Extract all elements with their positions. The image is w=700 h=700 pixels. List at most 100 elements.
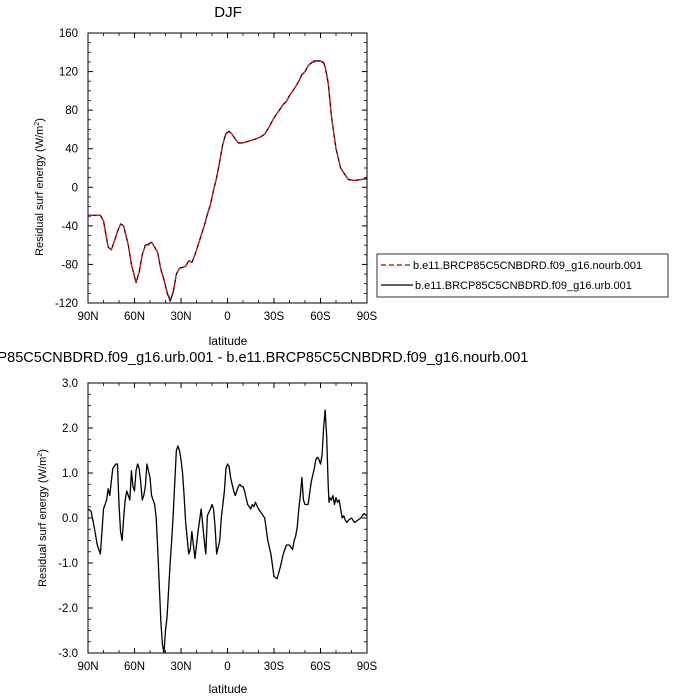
top-point-0: [191, 262, 192, 263]
legend-label-nourb: b.e11.BRCP85C5CNBDRD.f09_g16.nourb.001: [413, 260, 642, 272]
bottom-point-0: [230, 477, 231, 478]
top-point-0: [232, 134, 233, 135]
top-point-0: [103, 220, 104, 221]
top-point-0: [323, 61, 324, 62]
bottom-point-0: [357, 520, 358, 521]
chart-top-plot-area: 90N 60N 30N 0 30S 60S 90S -120 -80 -40 0 40 80 120 160: [55, 28, 378, 323]
bottom-point-0: [244, 490, 245, 491]
top-point-0: [135, 281, 136, 282]
top-point-0: [255, 138, 256, 139]
top-point-0: [120, 223, 121, 224]
bottom-point-0: [258, 508, 259, 509]
bottom-point-0: [126, 490, 127, 491]
bottom-point-0: [191, 531, 192, 532]
x-tick-label: 30S: [264, 311, 285, 323]
bottom-point-0: [236, 490, 237, 491]
y-tick-label: -80: [61, 259, 78, 271]
bottom-point-0: [190, 549, 191, 550]
bottom-point-0: [242, 486, 243, 487]
x-tick-label: 60S: [310, 311, 331, 323]
x-tick-label: 60N: [124, 311, 145, 323]
x-tick-label: 30N: [170, 311, 191, 323]
bottom-point-0: [154, 504, 155, 505]
bottom-point-0: [238, 486, 239, 487]
bottom-point-0: [205, 553, 206, 554]
top-point-0: [207, 214, 208, 215]
top-point-0: [139, 272, 140, 273]
bottom-point-0: [120, 531, 121, 532]
bottom-point-0: [123, 517, 124, 518]
bottom-point-0: [308, 504, 309, 505]
bottom-point-0: [184, 495, 185, 496]
bottom-point-0: [314, 468, 315, 469]
chart-top-frame: [87, 32, 368, 304]
top-point-0: [298, 81, 299, 82]
bottom-point-0: [103, 508, 104, 509]
top-point-0: [264, 134, 265, 135]
top-point-0: [108, 246, 109, 247]
bottom-point-0: [321, 454, 322, 455]
top-point-0: [142, 254, 143, 255]
top-point-0: [117, 231, 118, 232]
bottom-point-0: [149, 477, 150, 478]
x-tick-label: 90N: [77, 311, 98, 323]
bottom-point-0: [286, 544, 287, 545]
top-point-0: [151, 242, 152, 243]
bottom-point-0: [264, 517, 265, 518]
y-tick-label: 1.0: [62, 468, 78, 480]
top-point-0: [95, 215, 96, 216]
y-tick-label: 2.0: [62, 423, 78, 435]
bottom-point-0: [303, 499, 304, 500]
top-point-0: [188, 260, 189, 261]
x-tick-label: 30N: [170, 661, 191, 673]
top-point-0: [286, 101, 287, 102]
top-point-0: [325, 66, 326, 67]
bottom-point-0: [343, 515, 344, 516]
top-point-0: [283, 104, 284, 105]
bottom-point-0: [283, 553, 284, 554]
top-point-0: [294, 88, 295, 89]
top-point-0: [354, 180, 355, 181]
top-point-0: [111, 249, 112, 250]
bottom-point-0: [315, 459, 316, 460]
top-point-0: [157, 252, 158, 253]
bottom-point-0: [273, 576, 274, 577]
bottom-point-0: [292, 549, 293, 550]
top-point-0: [225, 134, 226, 135]
top-point-0: [314, 61, 315, 62]
bottom-point-0: [250, 508, 251, 509]
bottom-point-0: [235, 495, 236, 496]
bottom-point-0: [106, 499, 107, 500]
bottom-point-0: [360, 517, 361, 518]
top-point-0: [348, 179, 349, 180]
bottom-point-0: [196, 544, 197, 545]
y-tick-label: -2.0: [58, 603, 78, 615]
bottom-point-0: [241, 486, 242, 487]
bottom-point-0: [142, 499, 143, 500]
y-tick-label: 0.0: [62, 513, 78, 525]
bottom-point-0: [277, 578, 278, 579]
bottom-point-0: [227, 463, 228, 464]
top-point-0: [343, 172, 344, 173]
bottom-point-0: [157, 549, 158, 550]
bottom-point-0: [179, 450, 180, 451]
series-line-1: [88, 60, 368, 302]
bottom-point-0: [185, 522, 186, 523]
top-point-0: [173, 291, 174, 292]
bottom-point-0: [182, 472, 183, 473]
chart-top-xlabel: latitude: [209, 334, 248, 348]
bottom-point-0: [342, 517, 343, 518]
top-point-0: [210, 204, 211, 205]
bottom-point-0: [329, 497, 330, 498]
bottom-point-0: [328, 486, 329, 487]
y-tick-label: 3.0: [62, 378, 78, 390]
series-line-0: [87, 409, 368, 654]
bottom-point-0: [221, 517, 222, 518]
chart-top-title: DJF: [214, 4, 242, 21]
bottom-point-0: [332, 495, 333, 496]
bottom-point-0: [171, 540, 172, 541]
bottom-point-0: [255, 502, 256, 503]
top-point-0: [185, 266, 186, 267]
top-point-0: [131, 264, 132, 265]
